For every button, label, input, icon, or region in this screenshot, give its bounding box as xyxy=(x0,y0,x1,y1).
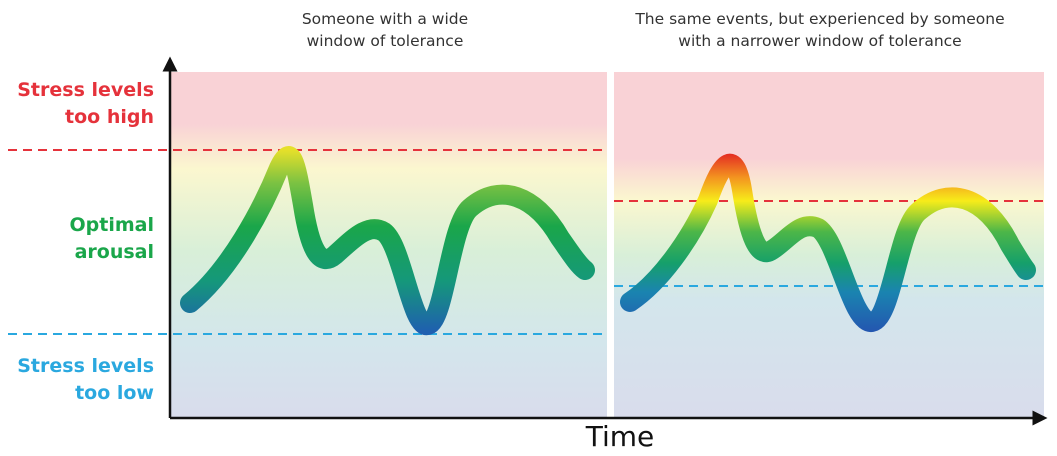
zone-label-low-line1: Stress levels xyxy=(17,355,154,377)
zone-label-optimal: Optimal arousal xyxy=(0,212,154,266)
zone-label-low-line2: too low xyxy=(75,382,154,404)
stress-curve-panel-2 xyxy=(620,153,1036,332)
zone-label-high-line2: too high xyxy=(65,106,154,128)
panel-2-title: The same events, but experienced by some… xyxy=(590,8,1050,52)
panel-2-title-line1: The same events, but experienced by some… xyxy=(635,10,1005,28)
zone-label-low: Stress levels too low xyxy=(0,353,154,407)
zone-label-high: Stress levels too high xyxy=(0,77,154,131)
panel-2-title-line2: with a narrower window of tolerance xyxy=(678,32,962,50)
panel-1-title: Someone with a wide window of tolerance xyxy=(230,8,540,52)
zone-label-optimal-line2: arousal xyxy=(74,241,154,263)
zone-label-high-line1: Stress levels xyxy=(17,79,154,101)
zone-label-optimal-line1: Optimal xyxy=(69,214,154,236)
stress-curve-panel-1 xyxy=(180,146,595,335)
x-axis-label: Time xyxy=(585,420,655,453)
panel-1-title-line2: window of tolerance xyxy=(306,32,464,50)
panel-1-title-line1: Someone with a wide xyxy=(301,10,469,28)
